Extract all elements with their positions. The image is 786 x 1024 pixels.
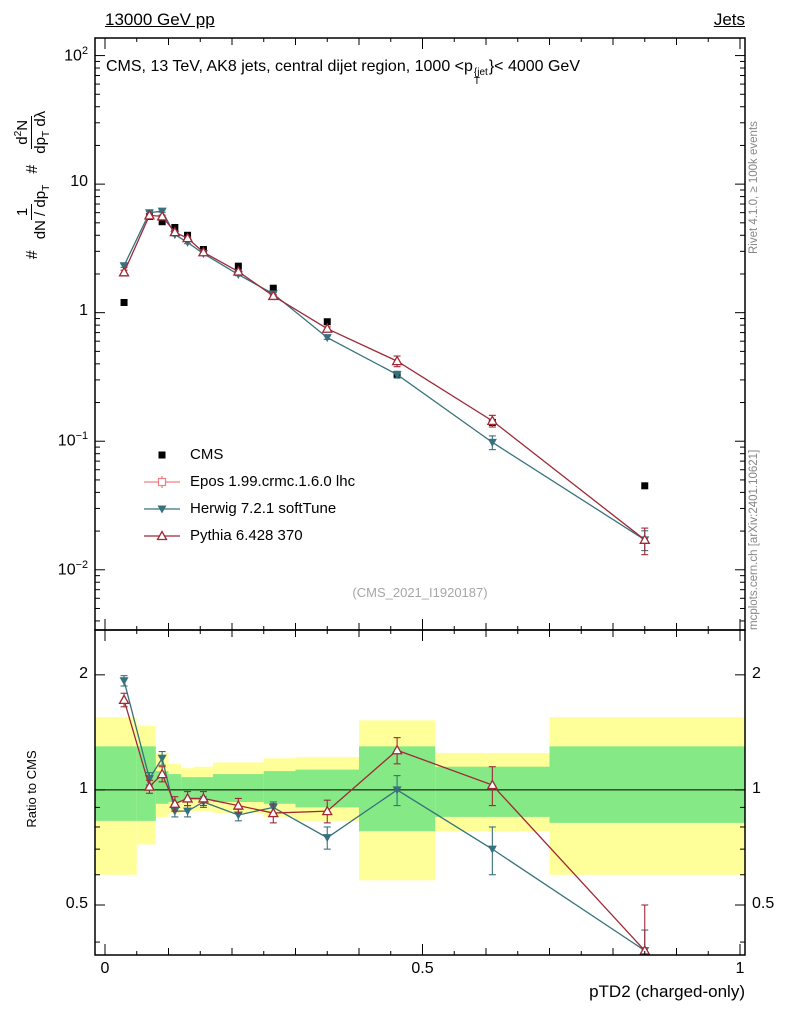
analysis-id-watermark: (CMS_2021_I1920187) (352, 585, 488, 600)
green-band (263, 771, 296, 804)
ylabel-fraction-1: 1 dN / dpT (13, 183, 53, 242)
green-band (155, 771, 169, 804)
ratio-y-tick-label-left: 1 (79, 779, 88, 797)
main-y-tick-label: 10−2 (57, 558, 88, 579)
main-series-layer (118, 207, 651, 556)
green-band (549, 746, 745, 823)
legend-label: Pythia 6.428 370 (190, 527, 303, 544)
legend: CMS Epos 1.99.crmc.1.6.0 lhc Herwig 7.2.1 … (142, 441, 355, 549)
legend-item: Pythia 6.428 370 (142, 522, 355, 549)
main-plot-title: CMS, 13 TeV, AK8 jets, central dijet reg… (106, 58, 580, 87)
green-band (193, 777, 213, 801)
legend-label: Epos 1.99.crmc.1.6.0 lhc (190, 473, 356, 490)
legend-triangle-up-open-icon (144, 529, 180, 540)
x-tick-label: 1 (735, 960, 745, 977)
main-y-tick-label: 10−1 (57, 430, 88, 450)
legend-label: Herwig 7.2.1 softTune (190, 500, 337, 517)
x-tick-label: 0.5 (411, 960, 434, 977)
green-band (212, 774, 264, 802)
legend-triangle-down-filled-icon (144, 505, 180, 513)
ylabel-fraction-2: d2N dpT dλ (13, 109, 53, 156)
green-band (95, 746, 137, 821)
beam-energy-label: 13000 GeV pp (105, 10, 215, 29)
ylabel-frac1-denominator: dN / dpT (31, 184, 52, 240)
x-tick-label: 0 (100, 960, 110, 977)
ratio-y-tick-label-left: 0.5 (65, 895, 88, 912)
ratio-y-axis-label: Ratio to CMS (24, 750, 39, 828)
main-y-tick-label: 10 (70, 173, 88, 191)
ratio-y-tick-label-left: 2 (79, 664, 88, 682)
ratio-y-tick-label-right: 1 (752, 779, 761, 797)
mcplots-arxiv-label: mcplots.cern.ch [arXiv:2401.10621] (748, 449, 760, 630)
x-axis-title: pTD2 (charged-only) (589, 982, 745, 1001)
legend-square-filled-icon (158, 451, 166, 458)
main-y-tick-label: 1 (79, 301, 88, 319)
ylabel-hash-1: # (24, 250, 41, 260)
rivet-version-label: Rivet 4.1.0, ≥ 100k events (748, 121, 760, 254)
ylabel-frac1-numerator: 1 (13, 203, 32, 221)
ylabel-frac2-denominator: dpT dλ (32, 110, 53, 154)
ratio-plot-frame (94, 629, 746, 956)
green-band (181, 777, 194, 801)
legend-item: Herwig 7.2.1 softTune (142, 495, 355, 522)
ratio-series-layer (118, 675, 651, 955)
ratio-y-tick-label-right: 0.5 (752, 895, 775, 912)
legend-item: Epos 1.99.crmc.1.6.0 lhc (142, 468, 355, 495)
legend-label: CMS (190, 446, 224, 463)
legend-square-open-icon (144, 475, 180, 488)
green-band (136, 746, 156, 821)
legend-item: CMS (142, 441, 355, 468)
analysis-group-label: Jets (713, 10, 745, 29)
main-y-axis-label: # 1 dN / dpT # d2N dpT dλ (4, 38, 62, 330)
ylabel-hash-2: # (24, 164, 41, 174)
main-y-tick-label: 102 (64, 44, 88, 64)
ylabel-frac2-numerator: d2N (13, 115, 33, 149)
ratio-y-tick-label-right: 2 (752, 664, 761, 682)
axis-ticks (95, 38, 745, 955)
